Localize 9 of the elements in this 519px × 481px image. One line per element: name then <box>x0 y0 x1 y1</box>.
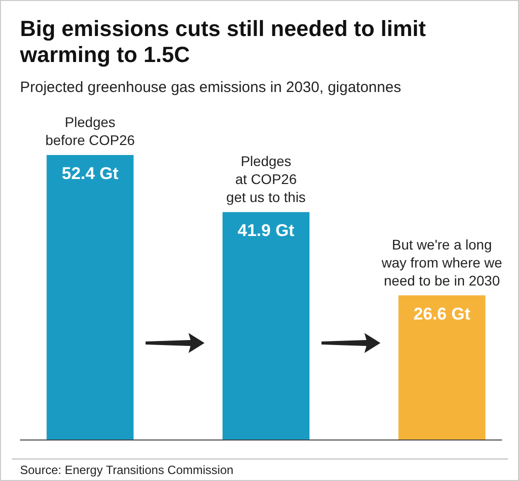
data-label: 26.6 Gt <box>414 304 471 324</box>
x-tick-label: Pledges at COP26 get us to this <box>226 153 306 206</box>
x-tick-label: Pledges before COP26 <box>45 114 136 148</box>
x-tick-label: But we're a long way from where we need to be in 2030 <box>380 236 502 288</box>
chart-subtitle: Projected greenhouse gas emissions in 2030, gigatonnes <box>20 79 402 96</box>
chart-title: Big emissions cuts still needed to limit warming to 1.5C <box>19 16 427 67</box>
source-note: Source: Energy Transitions Commission <box>20 463 234 477</box>
data-label: 41.9 Gt <box>238 221 295 240</box>
data-label: 52.4 Gt <box>62 164 119 183</box>
